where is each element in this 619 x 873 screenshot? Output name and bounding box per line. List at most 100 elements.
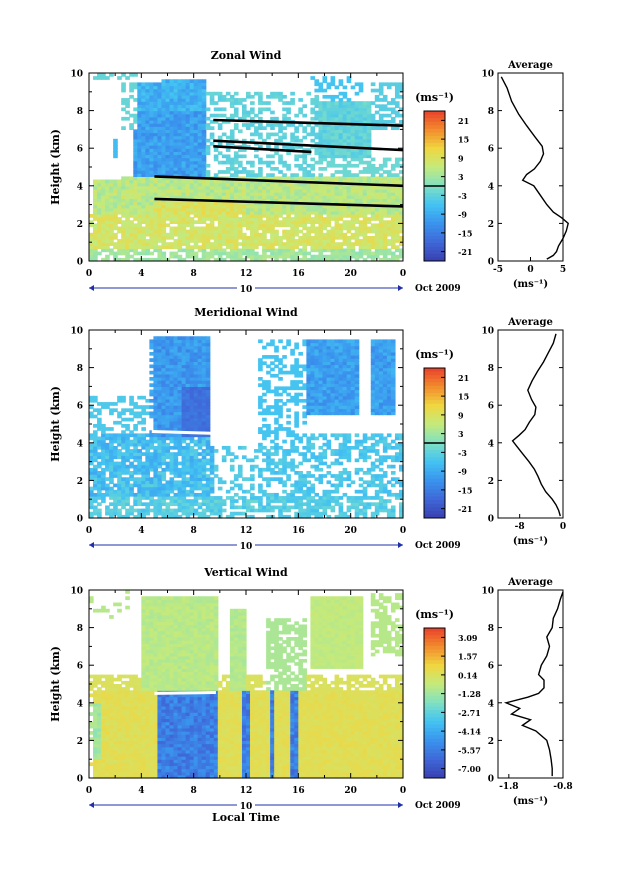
heatmap-cell [294, 254, 299, 259]
heatmap-cell [330, 226, 336, 231]
heatmap-cell [201, 405, 207, 409]
heatmap-cell [153, 483, 159, 488]
heatmap-cell [189, 427, 195, 431]
heatmap-cell [229, 188, 235, 193]
heatmap-cell [169, 508, 175, 513]
heatmap-cell [258, 135, 263, 140]
heatmap-cell [201, 364, 207, 369]
heatmap-cell [262, 188, 267, 193]
heatmap-cell [173, 377, 179, 381]
heatmap-cell [290, 251, 295, 256]
heatmap-cell [201, 98, 207, 102]
heatmap-cell [177, 405, 183, 409]
heatmap-cell [334, 251, 340, 256]
heatmap-cell [125, 452, 130, 456]
heatmap-cell [221, 120, 227, 124]
heatmap-cell [314, 210, 320, 215]
heatmap-cell [250, 138, 255, 143]
heatmap-cell [298, 195, 303, 199]
heatmap-cell [334, 192, 340, 196]
heatmap-cell [306, 210, 312, 215]
heatmap-cell [157, 427, 163, 431]
heatmap-cell [145, 173, 150, 177]
heatmap-cell [165, 367, 171, 372]
heatmap-cell [133, 207, 138, 212]
heatmap-cell [334, 204, 340, 209]
heatmap-cell [270, 91, 275, 96]
heatmap-cell [161, 88, 167, 93]
heatmap-cell [133, 452, 138, 456]
heatmap-cell [145, 248, 150, 253]
heatmap-cell [390, 229, 396, 234]
heatmap-cell [153, 232, 159, 237]
heatmap-cell [233, 179, 239, 184]
heatmap-cell [97, 402, 102, 406]
heatmap-cell [97, 427, 102, 431]
heatmap-cell [318, 220, 324, 224]
heatmap-cell [197, 392, 203, 397]
heatmap-cell [133, 499, 138, 503]
heatmap-cell [113, 502, 118, 507]
heatmap-cell [177, 148, 183, 152]
heatmap-cell [177, 94, 183, 99]
heatmap-cell [141, 235, 146, 240]
heatmap-cell [177, 402, 183, 406]
heatmap-cell [141, 420, 146, 425]
heatmap-cell [350, 101, 356, 105]
heatmap-cell [213, 154, 219, 159]
heatmap-cell [173, 458, 179, 463]
heatmap-cell [314, 229, 320, 234]
heatmap-cell [177, 242, 183, 246]
heatmap-cell [193, 101, 199, 105]
heatmap-cell [113, 474, 118, 478]
heatmap-cell [137, 163, 142, 168]
heatmap-cell [278, 514, 283, 519]
heatmap-cell [153, 141, 159, 146]
heatmap-cell [258, 188, 263, 193]
heatmap-cell [354, 201, 360, 206]
heatmap-cell [318, 210, 324, 215]
heatmap-cell [89, 458, 94, 463]
heatmap-cell [101, 424, 106, 428]
heatmap-cell [382, 107, 388, 112]
heatmap-cell [189, 179, 195, 184]
heatmap-cell [173, 107, 179, 112]
heatmap-cell [310, 98, 316, 102]
heatmap-cell [193, 480, 199, 485]
heatmap-cell [250, 248, 255, 253]
heatmap-cell [201, 402, 207, 406]
heatmap-cell [181, 427, 187, 431]
heatmap-cell [189, 88, 195, 93]
heatmap-cell [362, 226, 368, 231]
heatmap-cell [121, 395, 126, 400]
heatmap-cell [350, 151, 356, 156]
heatmap-cell [213, 502, 219, 507]
heatmap-cell [278, 248, 283, 253]
heatmap-cell [209, 245, 215, 250]
heatmap-cell [286, 398, 291, 403]
heatmap-cell [330, 123, 336, 127]
heatmap-cell [221, 248, 227, 253]
heatmap-cell [213, 107, 219, 112]
heatmap-cell [213, 242, 219, 246]
heatmap-cell [254, 192, 259, 196]
heatmap-cell [350, 242, 356, 246]
heatmap-cell [362, 110, 368, 115]
heatmap-cell [173, 364, 179, 369]
heatmap-cell [286, 116, 291, 121]
heatmap-cell [274, 358, 279, 362]
heatmap-cell [294, 195, 299, 199]
heatmap-cell [189, 492, 195, 497]
heatmap-cell [125, 232, 130, 237]
heatmap-cell [101, 442, 106, 447]
heatmap-cell [101, 427, 106, 431]
heatmap-cell [165, 201, 171, 206]
heatmap-cell [286, 514, 291, 519]
heatmap-cell [322, 107, 328, 112]
heatmap-cell [286, 248, 291, 253]
heatmap-cell [262, 445, 267, 450]
heatmap-cell [298, 210, 303, 215]
heatmap-cell [137, 420, 142, 425]
heatmap-cell [258, 207, 263, 212]
heatmap-cell [241, 251, 247, 256]
